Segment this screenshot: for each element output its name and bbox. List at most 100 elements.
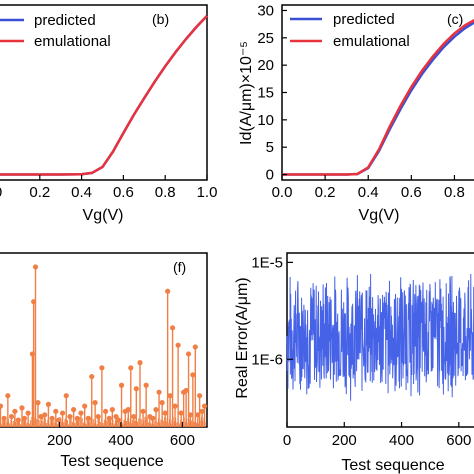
error-point: [59, 410, 66, 416]
x-tick-label: 0: [283, 432, 291, 449]
x-tick-label: 0.8: [155, 184, 176, 201]
error-point: [183, 387, 189, 394]
panel-c-plot: [282, 18, 474, 176]
error-point: [99, 365, 105, 371]
x-tick-label: 0.8: [444, 184, 465, 201]
error-point: [153, 407, 159, 413]
panel-c-ylabel: Id(A/μm)×10⁻⁵: [238, 41, 255, 145]
error-point: [159, 400, 165, 406]
error-point: [192, 344, 198, 350]
x-tick-label: 0.2: [29, 184, 50, 201]
x-tick-label: 200: [332, 432, 357, 449]
panel-g: 0 200 400 600 1E-5 1E-6 Test sequence Real E…: [234, 252, 474, 474]
legend-emulational-label: emulational: [34, 33, 111, 50]
error-point: [133, 386, 139, 392]
panel-f-xlabel: Test sequence: [60, 453, 163, 470]
error-point: [15, 417, 21, 423]
panel-f: 200 400 600 (f) Test sequence: [0, 252, 208, 470]
x-tick-label: 0.4: [358, 184, 379, 201]
panel-g-plot: [286, 273, 474, 401]
error-point: [71, 407, 77, 413]
error-point: [156, 389, 162, 395]
legend-emulational-label-c: emulational: [333, 33, 410, 50]
panel-c: 0.0 0.2 0.4 0.6 0.8 0 5 10 15 20 25 30 (c) predict…: [238, 2, 474, 224]
panel-f-plot: [0, 264, 208, 427]
error-point: [95, 413, 101, 420]
y-tick-label: 0: [266, 167, 274, 184]
error-point: [25, 410, 31, 416]
error-point: [63, 393, 69, 399]
error-point: [131, 413, 137, 420]
panel-b-label: (b): [152, 11, 169, 27]
error-point: [165, 288, 171, 294]
error-point: [0, 403, 4, 409]
x-tick-label: 400: [108, 432, 133, 449]
panel-b-xlabel: Vg(V): [83, 207, 124, 224]
x-tick-label: 600: [170, 432, 195, 449]
panel-b-frame: [0, 4, 208, 181]
error-point: [49, 415, 55, 421]
y-tick-label: 5: [266, 139, 274, 156]
error-point: [32, 264, 39, 270]
error-point: [143, 382, 149, 388]
error-point: [199, 408, 205, 414]
panel-g-xlabel: Test sequence: [341, 457, 444, 474]
y-tick-label: 1E-6: [251, 351, 283, 368]
y-tick-label: 10: [257, 112, 274, 129]
error-point: [21, 415, 28, 421]
x-tick-label: 0.6: [113, 184, 134, 201]
legend-predicted-label-c: predicted: [333, 11, 395, 28]
error-point: [56, 417, 62, 423]
error-point: [5, 393, 11, 399]
y-tick-label: 1E-5: [251, 254, 283, 271]
panel-b-x-ticks: 0 0.2 0.4 0.6 0.8 1.0: [0, 175, 217, 201]
error-point: [92, 400, 98, 406]
error-point: [78, 410, 84, 416]
error-point: [125, 407, 131, 413]
x-tick-label: 0.6: [401, 184, 422, 201]
error-point: [53, 408, 59, 414]
error-point: [175, 342, 181, 348]
error-point: [197, 393, 203, 399]
error-point: [12, 408, 18, 414]
error-point: [137, 360, 143, 366]
error-point: [67, 413, 73, 420]
panel-f-label: (f): [173, 259, 186, 275]
x-tick-label: 1.0: [197, 184, 218, 201]
error-point: [187, 412, 194, 418]
error-point: [35, 400, 41, 406]
error-point: [8, 413, 15, 420]
error-point: [190, 372, 196, 378]
error-point: [201, 403, 208, 409]
panel-g-x-ticks: 0 200 400 600: [283, 422, 471, 449]
panel-g-ylabel: Real Error(A/μm): [234, 277, 251, 398]
error-point: [89, 373, 95, 380]
error-point: [42, 412, 48, 418]
panel-g-y-ticks: 1E-5 1E-6: [251, 254, 293, 368]
panel-b: 0 0.2 0.4 0.6 0.8 1.0 (b) predicted emulation…: [0, 4, 217, 224]
error-point: [19, 405, 25, 411]
error-point: [1, 415, 7, 421]
error-point: [118, 382, 125, 388]
series-emulational-line: [282, 18, 474, 176]
panel-b-plot: [0, 15, 208, 176]
error-point: [140, 408, 146, 414]
panel-c-x-ticks: 0.0 0.2 0.4 0.6 0.8: [272, 175, 465, 201]
error-point: [115, 417, 122, 423]
error-point: [169, 325, 176, 331]
error-point: [167, 393, 173, 399]
panel-c-legend: predicted emulational: [290, 11, 410, 50]
x-tick-label: 400: [389, 432, 414, 449]
y-tick-label: 15: [257, 85, 274, 102]
panel-f-frame: [0, 252, 208, 428]
x-tick-label: 0.0: [272, 184, 293, 201]
error-point: [162, 410, 168, 416]
error-point: [106, 415, 112, 421]
y-tick-label: 30: [257, 2, 274, 19]
x-tick-label: 0.2: [315, 184, 336, 201]
legend-predicted-label: predicted: [34, 12, 96, 29]
error-point: [172, 403, 178, 409]
x-tick-label: 0.4: [71, 184, 92, 201]
y-tick-label: 20: [257, 57, 274, 74]
panel-c-xlabel: Vg(V): [359, 207, 400, 224]
